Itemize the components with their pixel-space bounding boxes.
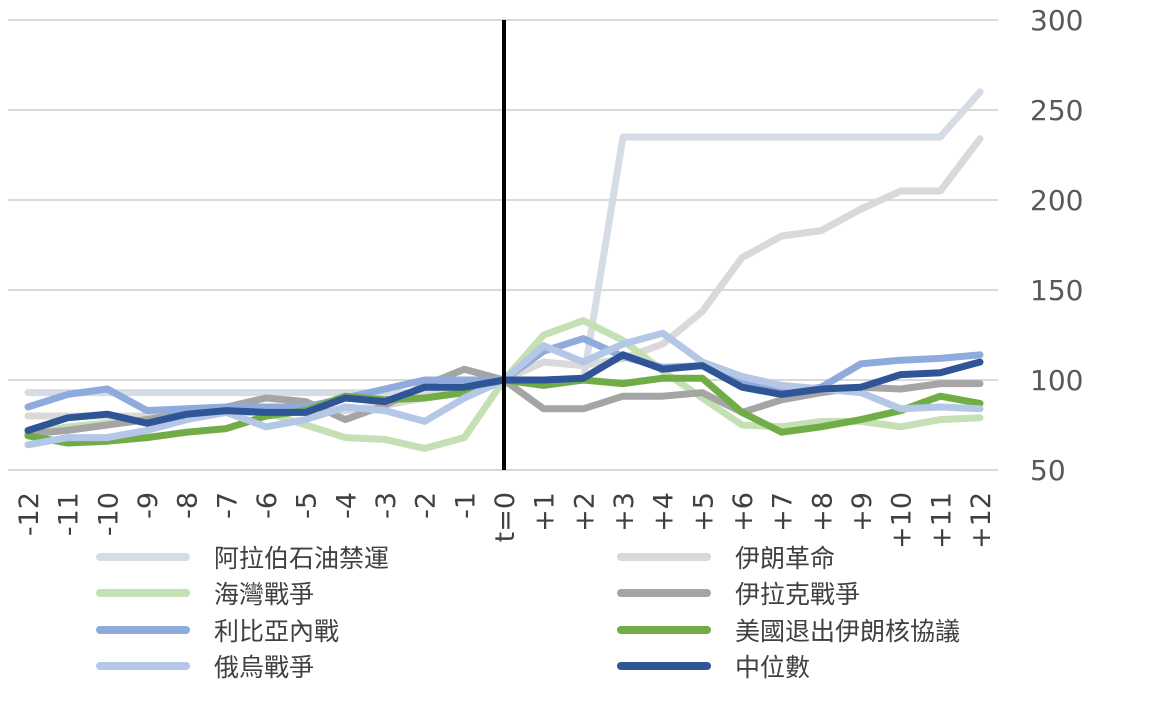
x-tick-label: +7: [768, 492, 799, 532]
x-tick-label: +4: [649, 492, 680, 532]
x-tick-label: -2: [411, 492, 442, 519]
x-tick-label: -9: [133, 492, 164, 519]
x-tick-label: +12: [966, 492, 997, 549]
y-tick-label: 100: [1030, 364, 1083, 397]
x-tick-label: +5: [688, 492, 719, 532]
x-tick-label: -8: [173, 492, 204, 519]
y-tick-label: 50: [1030, 454, 1066, 487]
x-axis-ticks: -12 -11 -10 -9 -8 -7 -6 -5 -4 -3 -2 -1 t=0 +1 +2 +3 +4 +5…: [14, 492, 997, 549]
x-tick-label: +1: [530, 492, 561, 532]
y-axis-ticks: 50 100 150 200 250 300: [1030, 4, 1083, 487]
x-tick-label: +9: [847, 492, 878, 532]
x-tick-label: +11: [926, 492, 957, 549]
y-tick-label: 200: [1030, 184, 1083, 217]
x-tick-label: -4: [331, 492, 362, 519]
x-tick-label: +8: [807, 492, 838, 532]
y-tick-label: 250: [1030, 94, 1083, 127]
x-tick-label: -3: [371, 492, 402, 519]
x-tick-label: -12: [14, 492, 45, 536]
x-tick-label: -11: [54, 492, 85, 536]
x-tick-label: +6: [728, 492, 759, 532]
x-tick-label: -10: [93, 492, 124, 536]
x-tick-label: t=0: [490, 492, 521, 542]
x-tick-label: +3: [609, 492, 640, 532]
x-tick-label: +2: [569, 492, 600, 532]
y-tick-label: 300: [1030, 4, 1083, 37]
x-tick-label: +10: [887, 492, 918, 549]
x-tick-label: -6: [252, 492, 283, 519]
x-tick-label: -7: [212, 492, 243, 519]
x-tick-label: -5: [292, 492, 323, 519]
y-tick-label: 150: [1030, 274, 1083, 307]
x-tick-label: -1: [450, 492, 481, 519]
